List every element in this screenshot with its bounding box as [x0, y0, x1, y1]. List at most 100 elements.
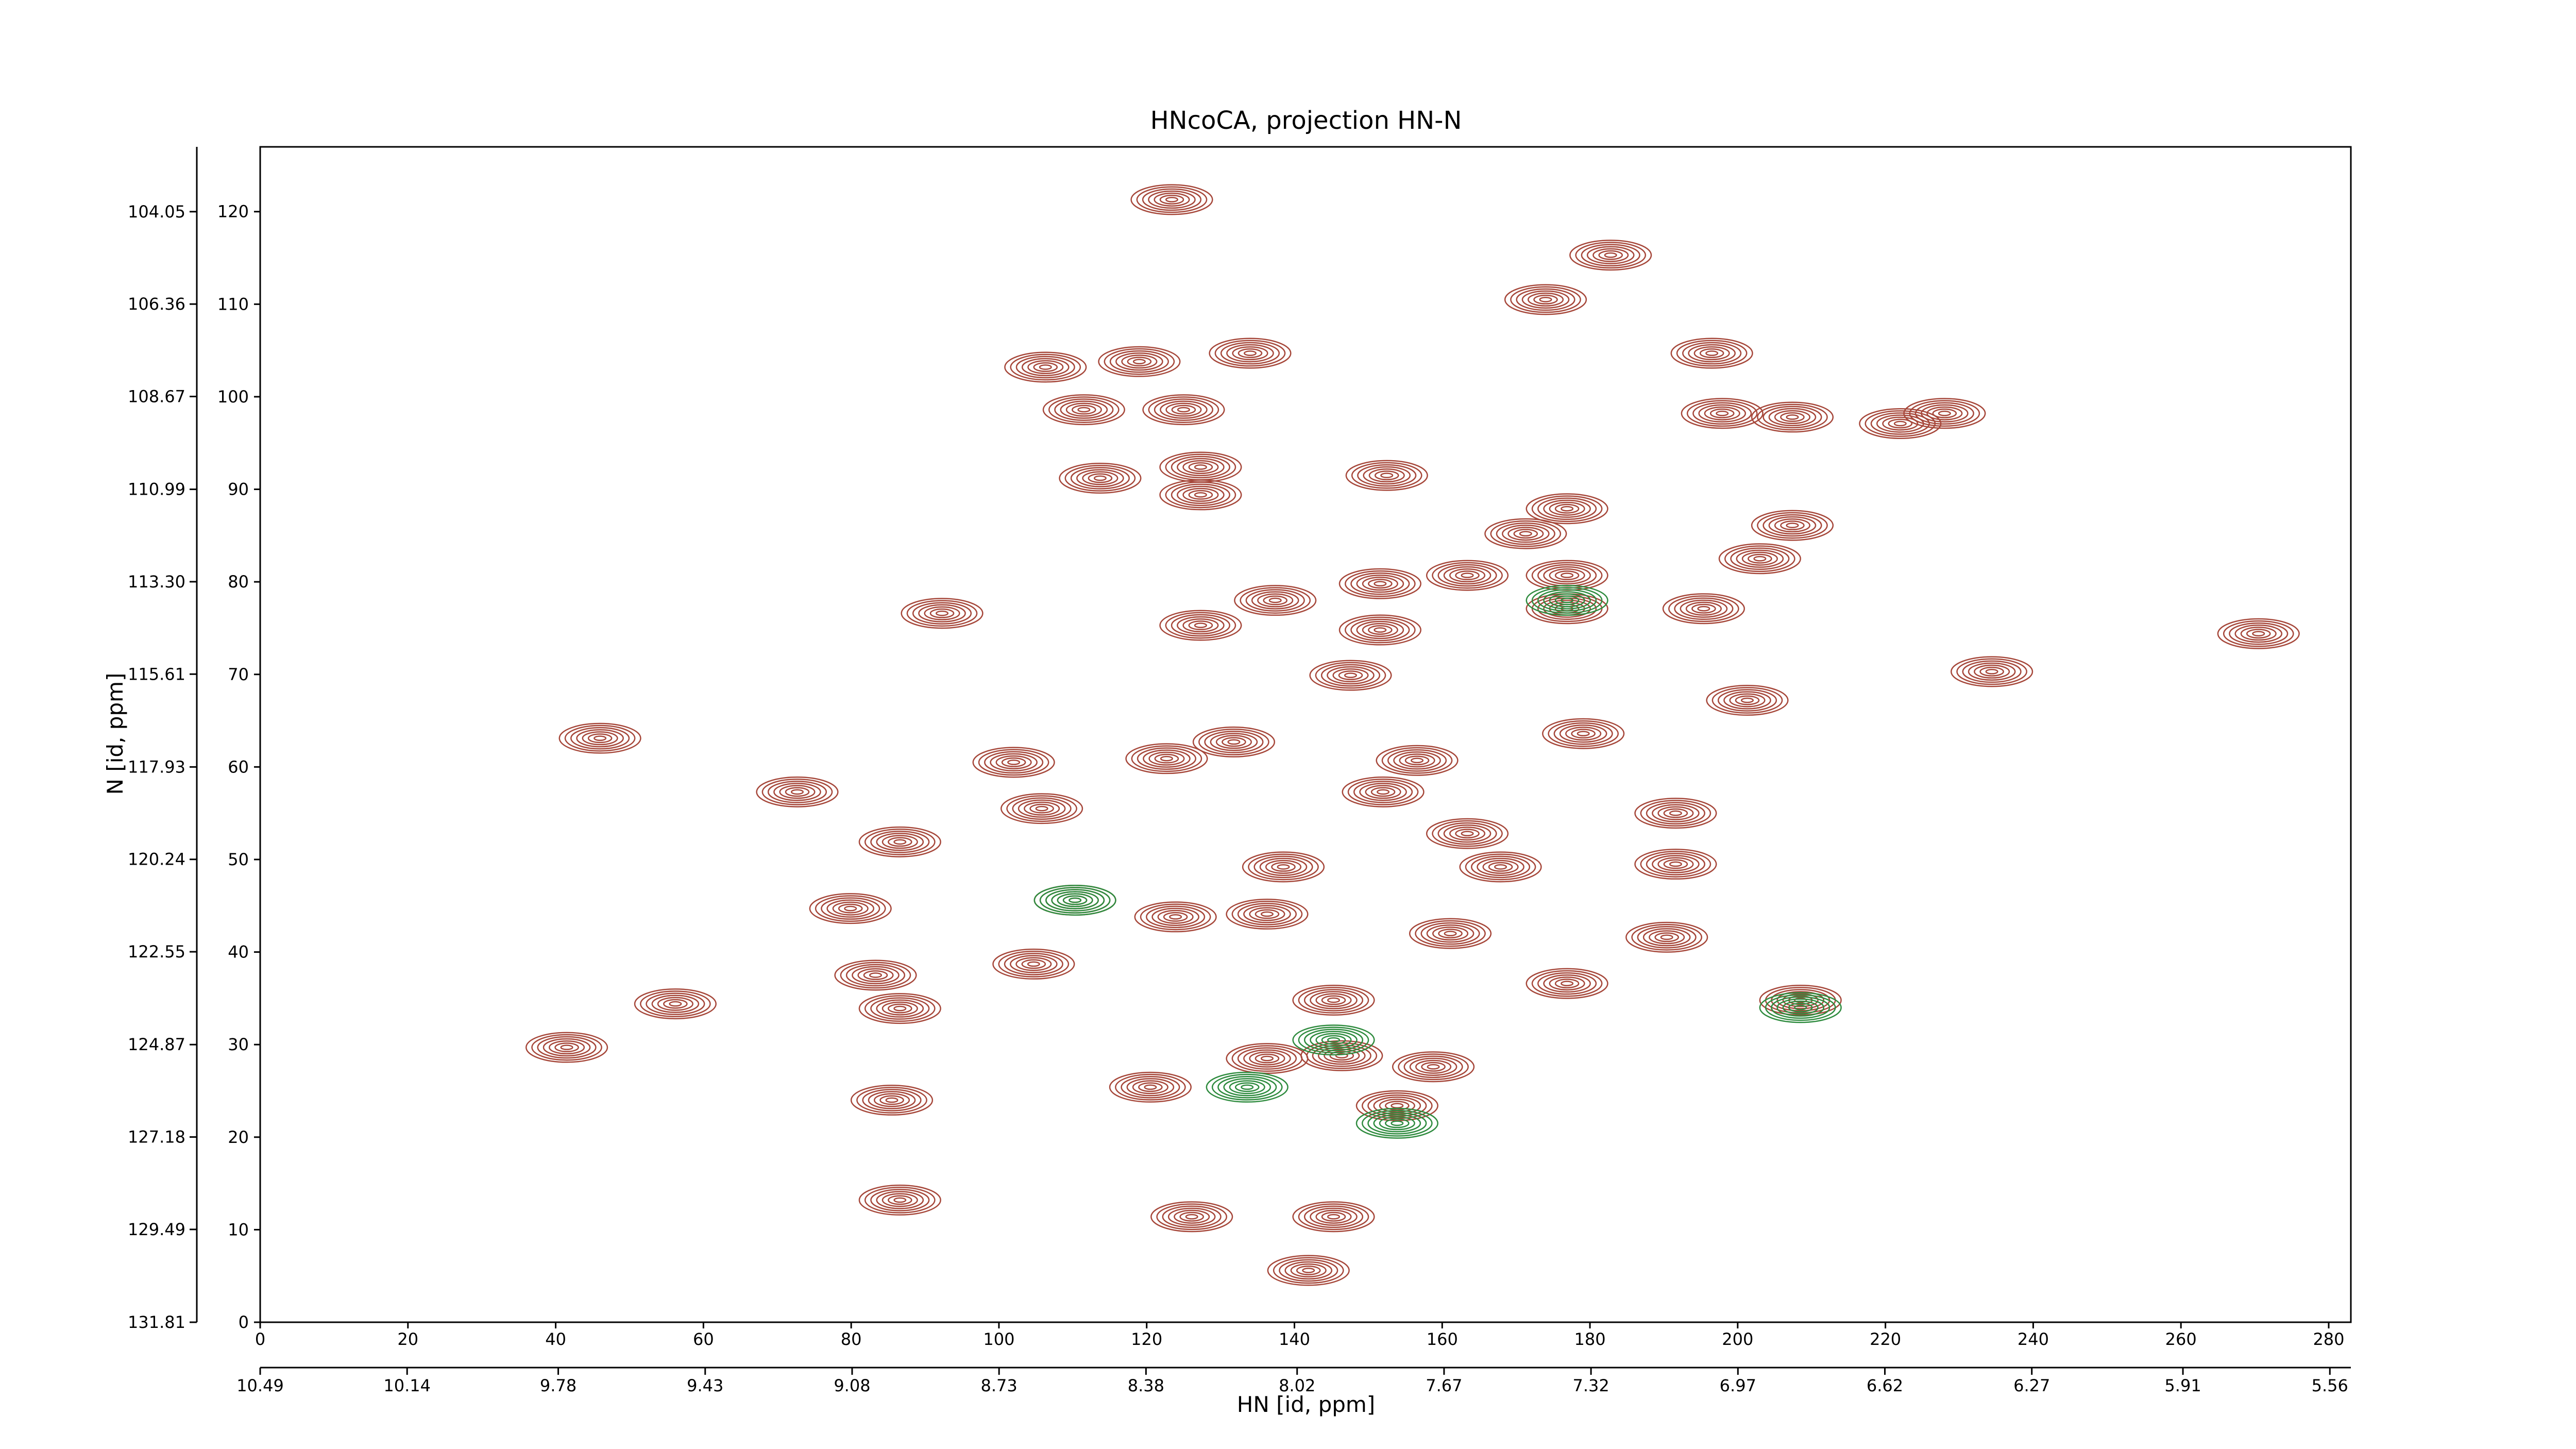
contour-line [1494, 864, 1507, 870]
contour-line [651, 995, 700, 1013]
x-tick-label: 200 [1722, 1329, 1753, 1349]
contour-line [1148, 396, 1219, 423]
contour-line [850, 1084, 934, 1116]
peak [1226, 1043, 1309, 1074]
peak [809, 893, 892, 924]
y-tick-label: 0 [239, 1312, 249, 1332]
contour-line [1374, 470, 1399, 481]
contour-line [1561, 506, 1574, 512]
contour-line [2217, 618, 2300, 649]
contour-line [1759, 992, 1842, 1023]
y2-tick-label: 113.30 [128, 572, 185, 592]
contour-line [1461, 831, 1474, 837]
contour-line [1554, 503, 1580, 514]
peak [1338, 614, 1421, 646]
contour-line [832, 901, 869, 916]
contour-line [1355, 1107, 1438, 1139]
y-tick-label: 80 [228, 572, 249, 592]
contour-line [1367, 1094, 1427, 1117]
contour-line [1185, 1214, 1198, 1220]
contour-line [1226, 344, 1274, 363]
contour-line [1156, 1203, 1228, 1231]
contour-line [640, 990, 711, 1018]
contour-line [1782, 993, 1819, 1007]
peak [1859, 408, 1942, 440]
peak [1159, 479, 1242, 511]
contour-line [864, 995, 936, 1022]
contour-line [669, 1001, 682, 1007]
x2-tick-label: 9.08 [834, 1376, 870, 1395]
contour-line [1088, 473, 1113, 483]
y2-tick-label: 127.18 [128, 1127, 185, 1147]
contour-line [1698, 404, 1747, 423]
y-tick-label: 30 [228, 1035, 249, 1054]
contour-line [1232, 346, 1268, 361]
contour-line [1165, 481, 1236, 509]
contour-line [1159, 479, 1242, 511]
contour-line [1045, 889, 1105, 912]
contour-line [1377, 789, 1390, 795]
contour-line [1526, 968, 1608, 999]
contour-line [882, 1001, 918, 1016]
contour-line [1223, 1078, 1272, 1097]
contour-line [1064, 465, 1136, 492]
contour-line [1167, 1207, 1216, 1226]
contour-line [1549, 976, 1585, 991]
contour-line [1668, 595, 1739, 622]
contour-line [1292, 1024, 1375, 1056]
contour-line [998, 951, 1070, 978]
contour-line [1646, 853, 1705, 875]
contour-line [873, 1093, 910, 1107]
contour-line [1685, 601, 1722, 616]
contour-line [1160, 755, 1173, 762]
contour-line [1531, 495, 1603, 523]
contour-line [1730, 547, 1790, 570]
contour-line [1432, 926, 1469, 941]
contour-line [1302, 1268, 1315, 1273]
contour-line [1245, 589, 1305, 612]
negative-peak [1355, 1107, 1438, 1139]
contour-line [1010, 353, 1081, 381]
contour-line [1646, 802, 1705, 824]
contour-line [1104, 348, 1175, 375]
contour-line [1449, 827, 1486, 841]
contour-line [852, 966, 900, 985]
peak [756, 776, 839, 807]
contour-line [1018, 799, 1066, 818]
contour-line [1251, 591, 1299, 610]
contour-line [1426, 924, 1475, 943]
contour-line [1455, 570, 1480, 581]
contour-line [1504, 284, 1587, 315]
x-tick-label: 260 [2165, 1329, 2197, 1349]
contour-line [1165, 402, 1202, 417]
peak [992, 948, 1075, 980]
contour-line [1257, 593, 1294, 608]
peak [1670, 338, 1753, 369]
contour-line [1669, 861, 1682, 867]
contour-line [1098, 346, 1181, 377]
contour-line [1159, 610, 1242, 641]
contour-line [1027, 360, 1064, 375]
contour-line [1198, 728, 1269, 755]
peak [1459, 851, 1542, 883]
peak [850, 1084, 934, 1116]
negative-peak [1033, 885, 1116, 916]
contour-line [1142, 394, 1225, 426]
contour-line [1565, 727, 1602, 741]
contour-line [1640, 851, 1711, 878]
contour-line [1238, 348, 1263, 358]
contour-line [1776, 991, 1825, 1009]
contour-line [1786, 523, 1799, 528]
contour-line [1516, 288, 1575, 311]
peak [1426, 560, 1509, 591]
y-axis-label: N [id, ppm] [103, 673, 128, 795]
x2-tick-label: 7.67 [1426, 1376, 1462, 1395]
contour-line [1391, 1103, 1404, 1109]
contour-line [1490, 520, 1562, 547]
contour-line [1549, 501, 1585, 516]
contour-line [1543, 974, 1591, 993]
contour-line [1361, 1109, 1433, 1137]
contour-line [1459, 851, 1542, 883]
y2-tick-label: 104.05 [128, 202, 185, 222]
contour-line [1171, 405, 1196, 415]
